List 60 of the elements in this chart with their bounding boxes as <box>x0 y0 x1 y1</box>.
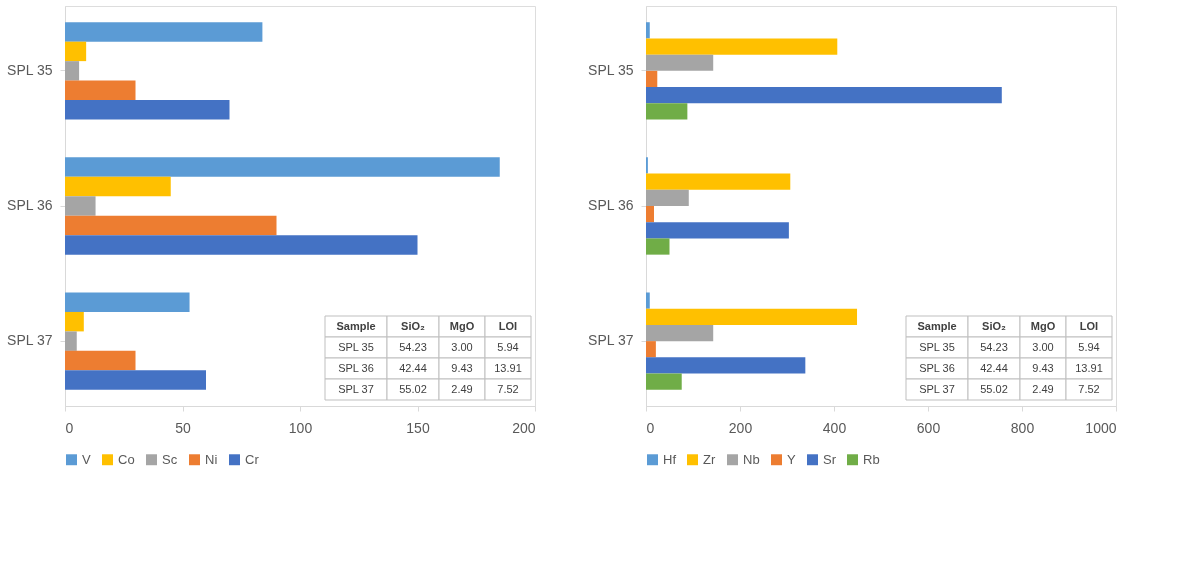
annotation: 42.44 <box>980 361 1008 374</box>
annotation: 2.49 <box>451 382 473 395</box>
annotation: 7.52 <box>1078 382 1100 395</box>
annotation: Sample <box>336 319 376 332</box>
legend-label: Cr <box>245 451 260 467</box>
annotation: SiO₂ <box>982 319 1007 332</box>
annotation: SPL 36 <box>338 361 374 374</box>
x-tick-label: 600 <box>916 419 941 436</box>
x-tick-label: 400 <box>822 419 847 436</box>
annotation: SPL 36 <box>919 361 955 374</box>
x-tick-label: 0 <box>65 419 74 436</box>
annotation: 54.23 <box>399 340 427 353</box>
annotation: 55.02 <box>980 382 1008 395</box>
annotation: LOI <box>1079 319 1099 332</box>
annotation: 5.94 <box>497 340 519 353</box>
annotation: SPL 37 <box>338 382 374 395</box>
annotation: 3.00 <box>451 340 473 353</box>
annotation: 2.49 <box>1032 382 1054 395</box>
x-tick-label: 200 <box>728 419 753 436</box>
x-tick-label: 1000 <box>1085 419 1117 436</box>
x-tick-label: 50 <box>175 419 191 436</box>
legend-label: Zr <box>703 451 716 467</box>
annotation: 54.23 <box>980 340 1008 353</box>
annotation: MgO <box>1030 319 1056 332</box>
x-tick-label: 100 <box>288 419 313 436</box>
legend-label: Rb <box>863 451 880 467</box>
legend-label: Nb <box>743 451 760 467</box>
y-tick-label: SPL 37 <box>7 332 53 349</box>
y-tick-label: SPL 35 <box>7 61 53 78</box>
annotation: SiO₂ <box>401 319 426 332</box>
x-tick-label: 800 <box>1010 419 1035 436</box>
legend-label: Ni <box>205 451 218 467</box>
y-tick-label: SPL 36 <box>7 197 53 213</box>
annotation: MgO <box>449 319 475 332</box>
legend-label: Hf <box>663 451 677 467</box>
legend-label: Y <box>787 451 796 467</box>
annotation: 13.91 <box>494 361 522 374</box>
x-tick-label: 200 <box>512 419 536 436</box>
annotation: 55.02 <box>399 382 427 395</box>
y-tick-label: SPL 36 <box>588 197 634 213</box>
annotation: SPL 35 <box>919 340 955 353</box>
annotation: 9.43 <box>451 361 473 374</box>
legend-label: V <box>82 451 91 467</box>
annotation: SPL 37 <box>919 382 955 395</box>
annotation: Sample <box>917 319 957 332</box>
annotation: LOI <box>498 319 518 332</box>
annotation: SPL 35 <box>338 340 374 353</box>
annotation: 9.43 <box>1032 361 1054 374</box>
y-tick-label: SPL 35 <box>588 61 634 78</box>
annotation: 7.52 <box>497 382 519 395</box>
x-tick-label: 0 <box>646 419 655 436</box>
legend-label: Co <box>118 451 135 467</box>
annotation: 3.00 <box>1032 340 1054 353</box>
x-tick-label: 150 <box>406 419 430 436</box>
annotation: 13.91 <box>1075 361 1103 374</box>
annotation: 5.94 <box>1078 340 1100 353</box>
y-tick-label: SPL 37 <box>588 332 634 349</box>
legend-label: Sr <box>823 451 837 467</box>
legend-label: Sc <box>162 451 178 467</box>
annotation: 42.44 <box>399 361 427 374</box>
